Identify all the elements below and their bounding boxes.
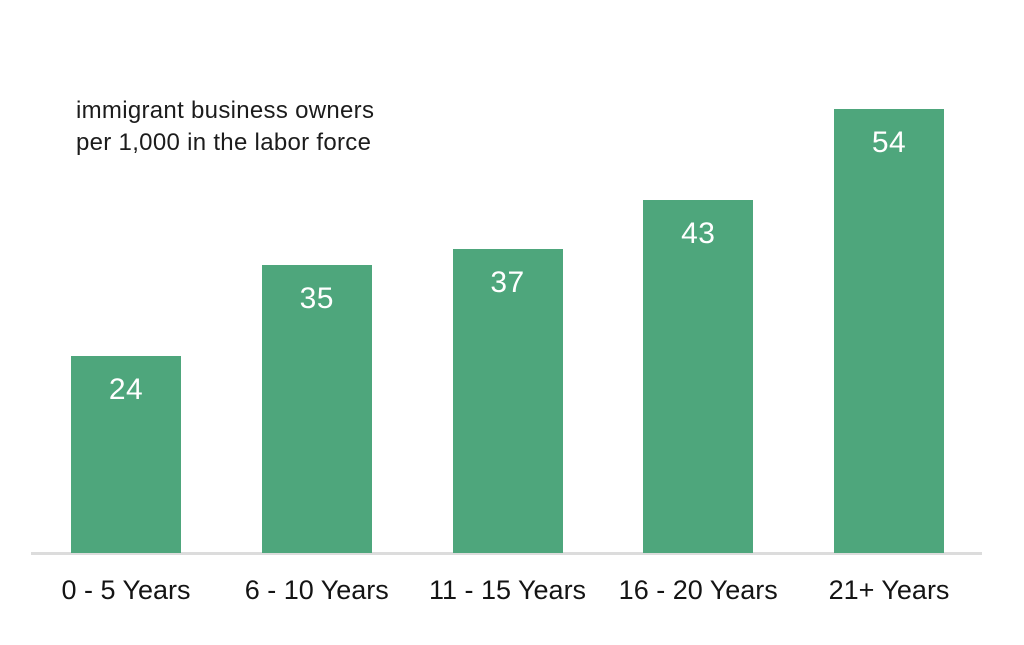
bar-value-label: 35 [299, 282, 334, 315]
x-tick-label: 16 - 20 Years [618, 575, 778, 605]
bar-value-label: 24 [108, 373, 144, 406]
x-axis-line [31, 552, 982, 555]
bar: 37 [452, 249, 563, 553]
bar-value-label: 54 [871, 126, 907, 159]
bar-value-label: 37 [490, 266, 525, 299]
bar: 24 [71, 356, 181, 553]
x-tick-label: 21+ Years [828, 575, 950, 605]
bar: 35 [261, 265, 372, 553]
bar: 43 [643, 200, 754, 553]
bar-value-label: 43 [681, 217, 716, 250]
x-tick-label: 0 - 5 Years [61, 575, 191, 605]
x-tick-label: 6 - 10 Years [244, 575, 389, 605]
chart-title: immigrant business owners per 1,000 in t… [76, 97, 375, 156]
x-tick-label: 11 - 15 Years [428, 575, 587, 605]
bar: 54 [834, 109, 944, 553]
